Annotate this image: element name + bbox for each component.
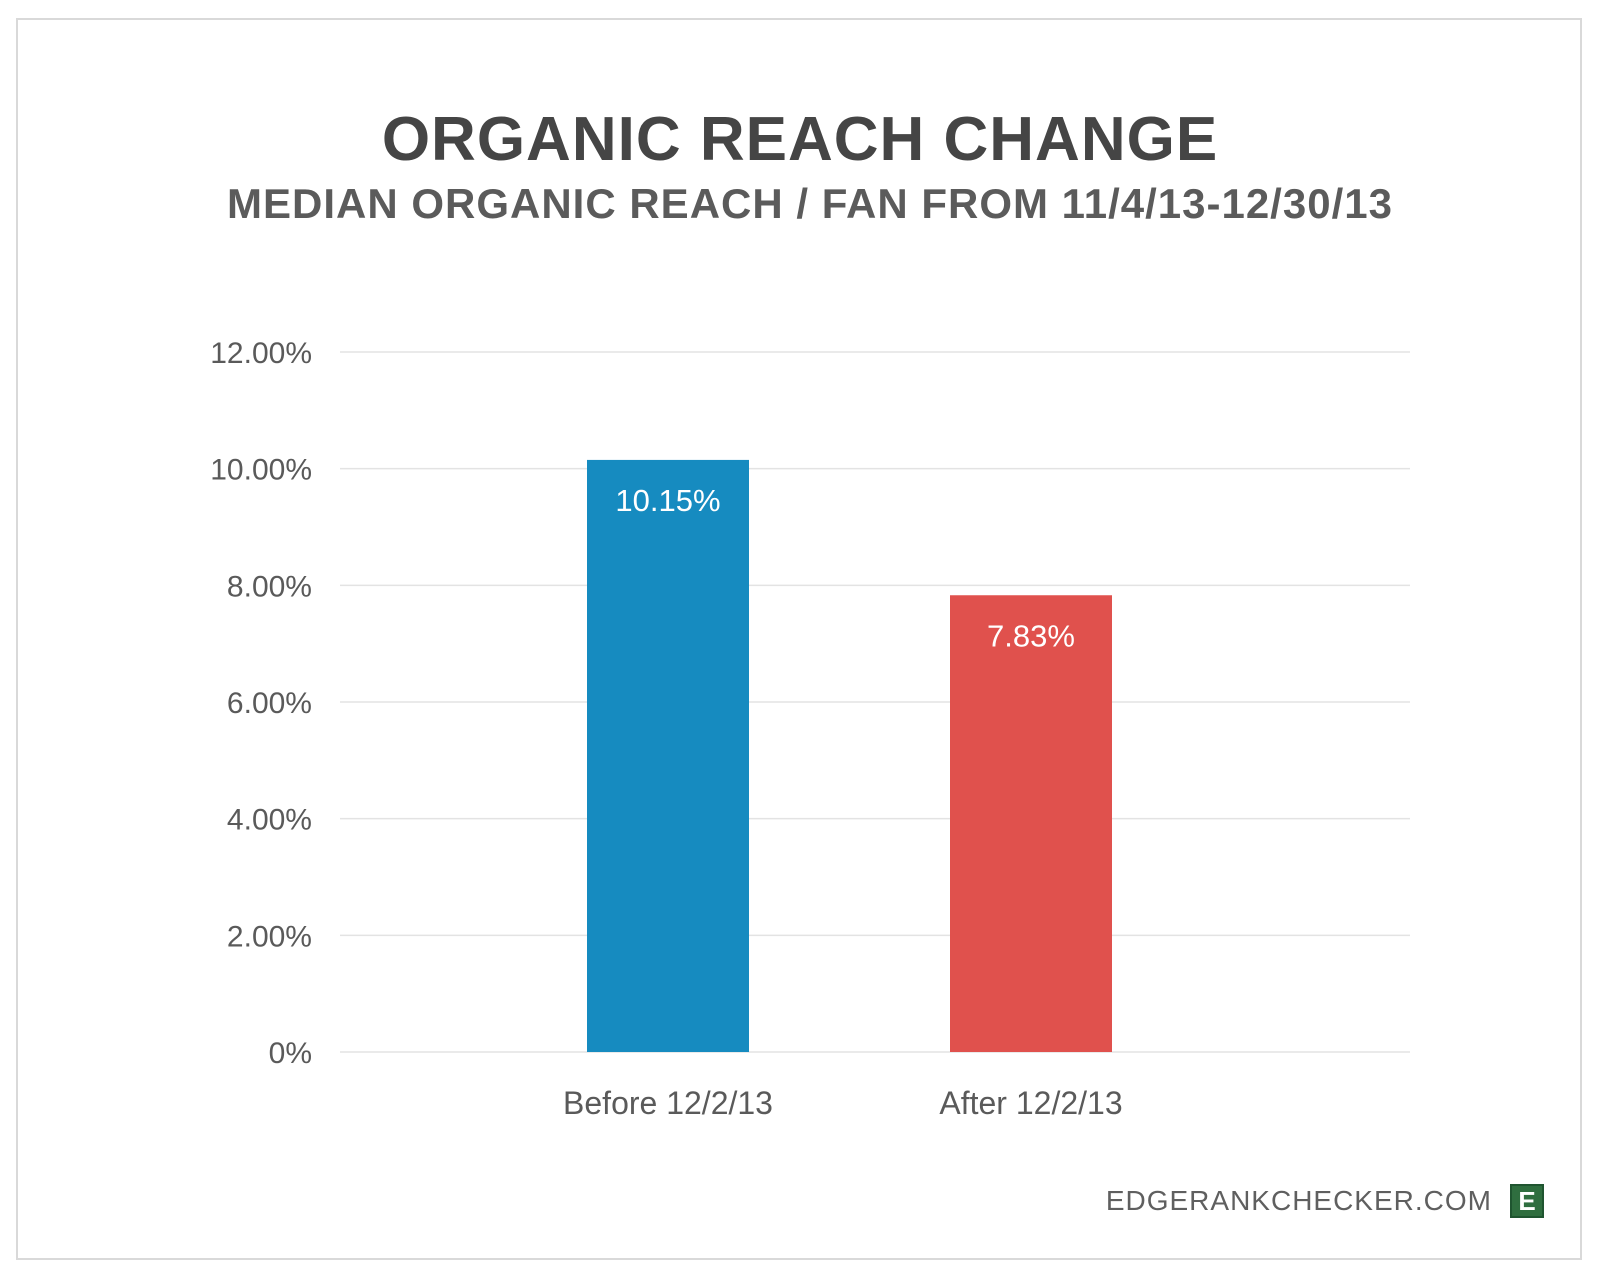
y-tick-label: 8.00%	[227, 570, 312, 603]
bar-after	[950, 595, 1112, 1052]
y-tick-label: 6.00%	[227, 687, 312, 720]
chart-title: ORGANIC REACH CHANGE	[381, 105, 1219, 174]
chart-subtitle: MEDIAN ORGANIC REACH / FAN FROM 11/4/13-…	[227, 180, 1393, 227]
bar-value-label: 10.15%	[615, 483, 720, 518]
x-category-label: After 12/2/13	[939, 1085, 1122, 1121]
bars	[587, 459, 1112, 1053]
gridlines	[340, 351, 1410, 1053]
y-tick-label: 4.00%	[227, 804, 312, 837]
y-tick-label: 10.00%	[210, 454, 312, 487]
x-category-label: Before 12/2/13	[563, 1085, 773, 1121]
y-axis-ticks: 0% 2.00% 4.00% 6.00% 8.00% 10.00% 12.00%	[210, 337, 312, 1070]
y-tick-label: 2.00%	[227, 920, 312, 953]
data-labels: 10.15% 7.83%	[615, 483, 1075, 653]
brand-footer: EDGERANKCHECKER.COM E	[1106, 1184, 1544, 1218]
y-tick-label: 12.00%	[210, 337, 312, 370]
y-tick-label: 0%	[269, 1037, 312, 1070]
bar-value-label: 7.83%	[987, 618, 1075, 653]
brand-logo-icon: E	[1510, 1184, 1544, 1218]
bar-before	[587, 459, 749, 1053]
x-axis-labels: Before 12/2/13 After 12/2/13	[563, 1085, 1123, 1121]
chart-frame	[16, 18, 1582, 1260]
brand-text: EDGERANKCHECKER.COM	[1105, 1185, 1492, 1216]
